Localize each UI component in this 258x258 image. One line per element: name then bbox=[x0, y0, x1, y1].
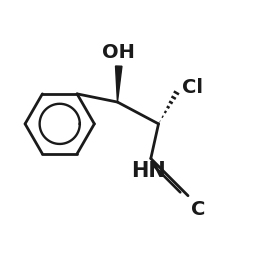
Text: C: C bbox=[191, 200, 205, 219]
Text: OH: OH bbox=[102, 43, 135, 61]
Polygon shape bbox=[116, 66, 122, 102]
Text: Cl: Cl bbox=[182, 78, 203, 98]
Text: HN: HN bbox=[131, 161, 166, 181]
